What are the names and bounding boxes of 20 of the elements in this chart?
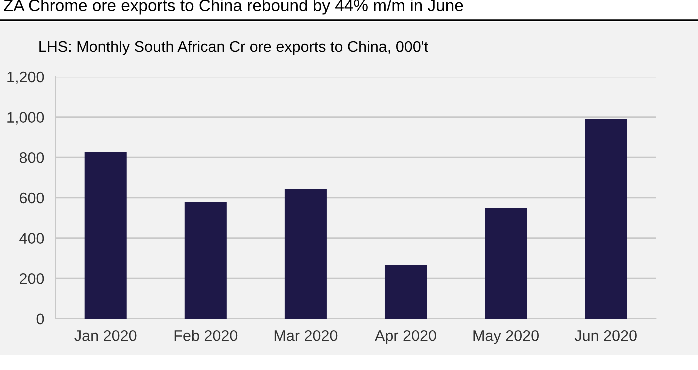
x-tick-label: Apr 2020: [375, 330, 436, 344]
x-tick-label: Jan 2020: [74, 330, 137, 342]
x-tick-label: Mar 2020: [274, 330, 338, 342]
bar: [485, 208, 528, 319]
bar: [585, 119, 628, 319]
y-tick-label: 1,200: [8, 72, 44, 84]
bar: [284, 189, 327, 319]
y-tick-label: 200: [20, 273, 44, 284]
y-tick-label: 0: [36, 314, 44, 325]
y-tick-label: 800: [20, 152, 44, 164]
y-tick-label: 400: [20, 233, 44, 244]
x-tick-label: Jun 2020: [574, 330, 637, 342]
bar: [384, 266, 428, 319]
x-tick-label: Feb 2020: [174, 330, 238, 342]
y-tick-label: 600: [20, 192, 44, 204]
chart-subtitle: LHS: Monthly South African Cr ore exports to China, 000't: [40, 40, 428, 56]
bar: [184, 202, 227, 319]
y-tick-label: 1,000: [8, 112, 44, 125]
bar: [84, 152, 127, 319]
x-tick-label: May 2020: [474, 330, 539, 344]
